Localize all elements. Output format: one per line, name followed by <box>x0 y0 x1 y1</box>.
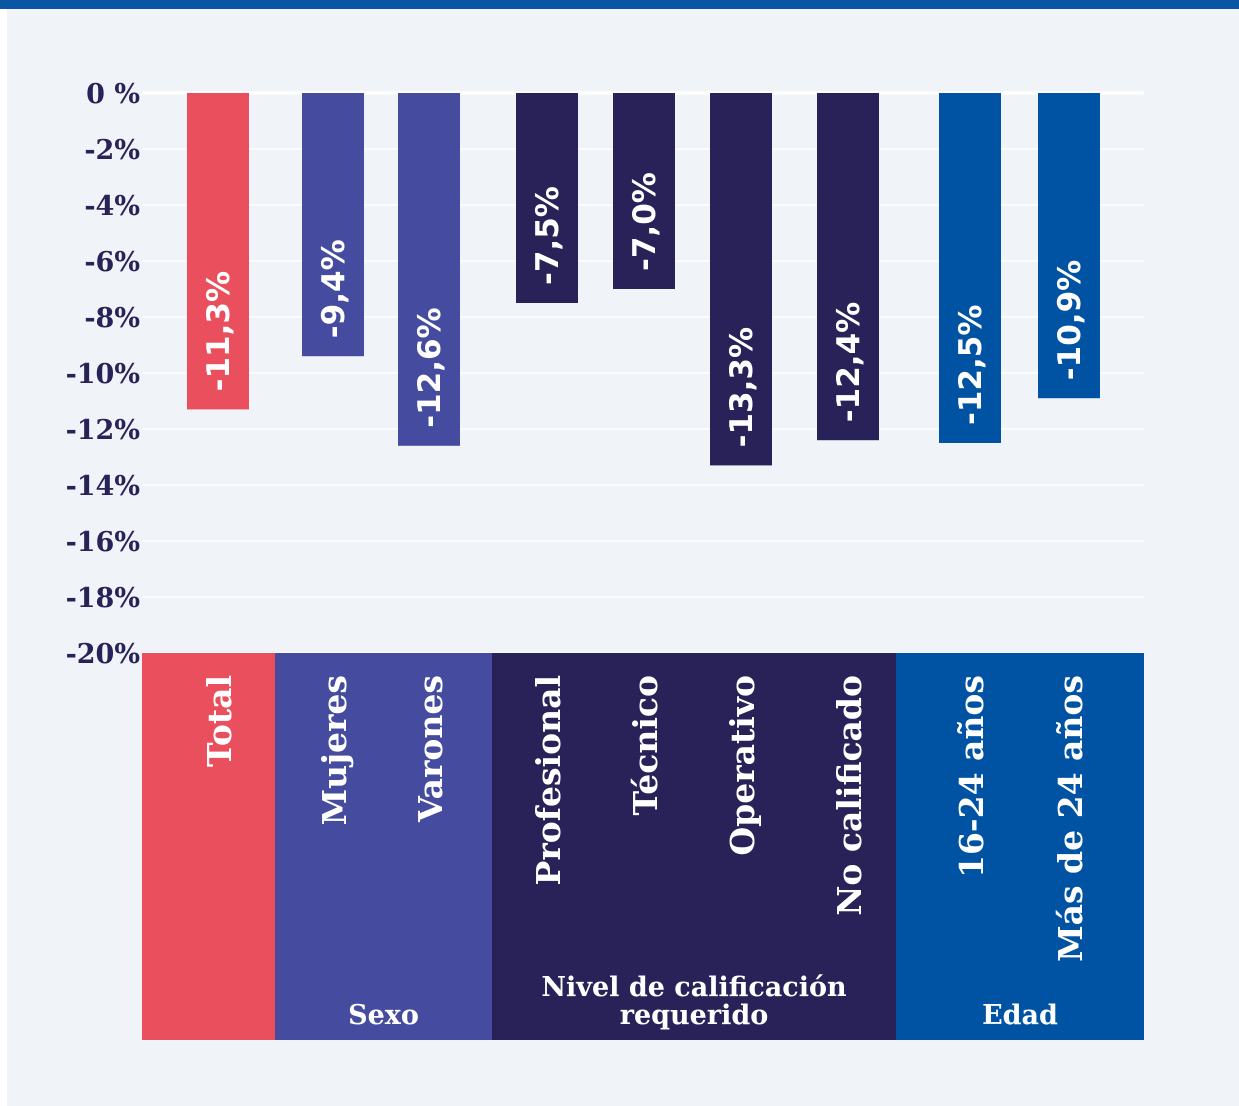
y-tick-label: 0 % <box>86 79 140 110</box>
category-label: Profesional <box>529 675 568 885</box>
y-tick-label: -6% <box>84 247 140 278</box>
bar-value-label: -12,6% <box>412 307 448 427</box>
y-tick-label: -12% <box>66 415 140 446</box>
bar-value-label: -12,5% <box>953 305 989 425</box>
category-label: Técnico <box>626 675 665 816</box>
category-labels: Total Mujeres Varones Profesional Técnico Ope… <box>200 675 1090 962</box>
category-band <box>896 653 1144 1040</box>
category-label: Mujeres <box>315 675 354 825</box>
category-band <box>275 653 492 1040</box>
y-tick-label: -20% <box>66 639 140 670</box>
y-tick-label: -18% <box>66 583 140 614</box>
category-band <box>492 653 896 1040</box>
category-band <box>142 653 275 1040</box>
bar-value-label: -10,9% <box>1052 260 1088 380</box>
category-label: No calificado <box>830 675 869 916</box>
y-tick-label: -16% <box>66 527 140 558</box>
category-label: Varones <box>411 675 450 823</box>
group-label: Nivel de calificación <box>541 972 847 1003</box>
bar <box>710 93 772 466</box>
bars <box>187 93 1100 466</box>
group-label: requerido <box>620 1000 768 1031</box>
bar <box>939 93 1001 443</box>
bar-value-label: -13,3% <box>724 327 760 447</box>
y-tick-label: -4% <box>84 191 140 222</box>
bar-value-label: -7,5% <box>530 186 566 285</box>
bar-value-label: -11,3% <box>201 271 237 391</box>
bar <box>516 93 578 303</box>
category-label: Total <box>200 675 239 767</box>
group-label: Sexo <box>348 1000 419 1031</box>
group-label: Edad <box>982 1000 1058 1031</box>
bar-data-labels: -11,3% -9,4% -12,6% -7,5% -7,0% -13,3% -12,4% -… <box>201 172 1088 447</box>
y-tick-label: -8% <box>84 303 140 334</box>
bar <box>302 93 364 357</box>
y-tick-label: -10% <box>66 359 140 390</box>
bar-value-label: -9,4% <box>316 239 352 338</box>
y-tick-label: -2% <box>84 135 140 166</box>
category-bands <box>142 653 1144 1040</box>
category-label: 16-24 años <box>952 675 991 878</box>
bar <box>613 93 675 289</box>
bar <box>398 93 460 446</box>
left-margin-strip <box>0 9 7 1106</box>
y-axis-tick-labels: 0 % -2% -4% -6% -8% -10% -12% -14% -16% -18% -20% <box>66 79 140 670</box>
category-label: Operativo <box>723 675 762 856</box>
bar <box>1038 93 1100 399</box>
bar-value-label: -12,4% <box>831 302 867 422</box>
category-label: Más de 24 años <box>1051 675 1090 962</box>
bar-value-label: -7,0% <box>627 172 663 271</box>
bar <box>187 93 249 410</box>
bar <box>817 93 879 441</box>
y-tick-label: -14% <box>66 471 140 502</box>
top-accent-bar <box>0 0 1239 9</box>
